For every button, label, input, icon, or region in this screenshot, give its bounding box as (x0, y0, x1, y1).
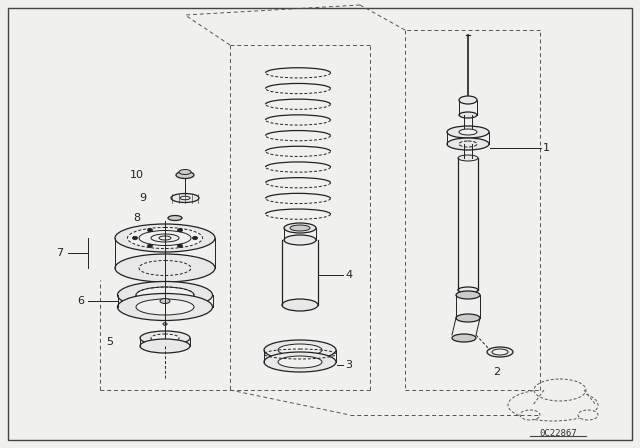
Ellipse shape (458, 287, 478, 293)
Text: 1: 1 (543, 143, 550, 153)
Ellipse shape (136, 287, 194, 303)
Ellipse shape (447, 138, 489, 150)
Ellipse shape (171, 194, 199, 202)
Text: 10: 10 (130, 170, 144, 180)
Ellipse shape (147, 244, 152, 248)
Ellipse shape (264, 340, 336, 360)
Ellipse shape (492, 349, 508, 355)
Ellipse shape (115, 254, 215, 282)
Ellipse shape (177, 228, 182, 232)
Ellipse shape (520, 410, 540, 420)
Ellipse shape (160, 298, 170, 303)
Ellipse shape (461, 155, 475, 160)
Ellipse shape (452, 334, 476, 342)
Ellipse shape (115, 224, 215, 252)
Ellipse shape (456, 291, 480, 299)
Ellipse shape (151, 234, 179, 242)
Text: 5: 5 (106, 337, 113, 347)
Ellipse shape (139, 231, 191, 246)
Ellipse shape (278, 344, 322, 356)
Ellipse shape (151, 334, 179, 342)
Ellipse shape (139, 260, 191, 276)
Text: 0C22867: 0C22867 (539, 428, 577, 438)
Ellipse shape (176, 172, 194, 178)
Ellipse shape (458, 155, 478, 161)
Ellipse shape (132, 236, 138, 240)
Ellipse shape (177, 244, 182, 248)
Ellipse shape (459, 141, 477, 147)
Ellipse shape (136, 299, 194, 315)
Ellipse shape (447, 126, 489, 138)
Text: 9: 9 (140, 193, 147, 203)
Ellipse shape (459, 112, 477, 118)
Ellipse shape (264, 352, 336, 372)
Text: 4: 4 (345, 270, 352, 280)
Ellipse shape (140, 339, 190, 353)
Ellipse shape (168, 215, 182, 220)
Ellipse shape (459, 129, 477, 135)
Ellipse shape (180, 196, 190, 200)
Ellipse shape (508, 389, 598, 421)
Ellipse shape (284, 223, 316, 233)
Text: 7: 7 (56, 248, 63, 258)
Ellipse shape (163, 323, 167, 325)
Ellipse shape (290, 225, 310, 231)
Ellipse shape (534, 379, 586, 401)
Ellipse shape (193, 236, 198, 240)
Ellipse shape (282, 299, 318, 311)
Text: 8: 8 (133, 213, 141, 223)
Text: 6: 6 (77, 296, 84, 306)
Ellipse shape (140, 331, 190, 345)
Ellipse shape (159, 236, 171, 240)
Ellipse shape (578, 410, 598, 420)
Ellipse shape (147, 228, 152, 232)
Ellipse shape (459, 96, 477, 104)
Ellipse shape (487, 347, 513, 357)
Ellipse shape (456, 314, 480, 322)
Ellipse shape (118, 293, 212, 320)
Text: 2: 2 (493, 367, 500, 377)
Ellipse shape (278, 356, 322, 368)
Text: 3: 3 (345, 360, 352, 370)
Ellipse shape (284, 235, 316, 245)
Ellipse shape (127, 228, 202, 249)
Ellipse shape (118, 281, 212, 309)
Ellipse shape (179, 169, 191, 175)
